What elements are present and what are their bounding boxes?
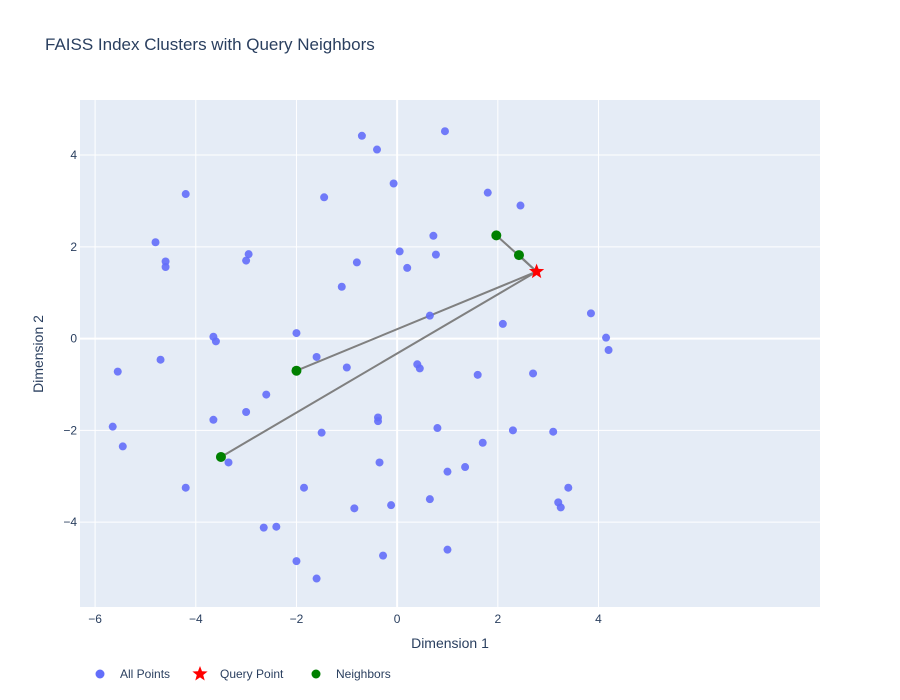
point-all [312,574,321,583]
legend-neighbors-label: Neighbors [336,667,391,681]
point-neighbor [215,451,226,462]
point-all [151,238,160,247]
point-all [387,501,396,510]
point-neighbor [491,230,502,241]
point-all [161,257,170,266]
point-all [440,127,449,136]
legend-all-points-label: All Points [120,667,170,681]
point-all [433,424,442,433]
x-tick-label: −6 [88,612,102,626]
tick-labels: −6 −4 −2 0 2 4 −4 −2 0 2 4 [63,148,602,626]
y-tick-label: −4 [63,515,77,529]
point-all [342,363,351,372]
y-tick-label: −2 [63,423,77,437]
point-all [375,458,384,467]
chart-title: FAISS Index Clusters with Query Neighbor… [45,35,375,54]
point-all [242,256,251,265]
point-all [300,483,309,492]
point-all [389,179,398,188]
point-all [602,333,611,342]
point-all [224,458,233,467]
data-points [108,127,613,583]
point-all [292,329,301,338]
x-tick-label: 0 [394,612,401,626]
plot-area [80,100,820,607]
point-all [317,428,326,437]
point-all [161,263,170,272]
point-all [357,131,366,140]
point-all [549,427,558,436]
point-neighbor [291,365,302,376]
point-all [415,364,424,373]
point-all [443,545,452,554]
point-all [604,346,613,355]
point-query [528,263,545,279]
x-tick-label: −4 [189,612,203,626]
point-all [564,483,573,492]
x-axis-title: Dimension 1 [411,635,489,651]
point-all [443,467,452,476]
point-all [320,193,329,202]
point-all [461,463,470,472]
x-tick-label: −2 [290,612,304,626]
point-all [242,408,251,416]
y-tick-label: 4 [70,148,77,162]
point-all [431,250,440,259]
point-all [473,370,482,379]
point-all [108,422,117,431]
point-all [556,503,565,512]
point-all [262,390,271,399]
point-all [259,523,268,532]
point-all [181,483,190,492]
point-all [498,319,507,328]
point-all [156,355,165,364]
point-all [529,369,538,378]
neighbor-line [220,270,538,458]
legend-neighbors-marker [311,669,321,679]
point-all [508,426,517,435]
point-all [312,352,321,361]
legend: All Points Query Point Neighbors [95,666,391,681]
point-all [379,551,388,560]
y-tick-label: 2 [70,240,77,254]
point-all [292,557,301,566]
point-all [373,145,382,154]
point-all [272,522,281,531]
neighbor-line [296,270,537,372]
point-all [586,309,595,318]
point-all [425,495,434,504]
legend-query-point-label: Query Point [220,667,284,681]
y-tick-label: 0 [70,332,77,346]
x-tick-label: 2 [494,612,501,626]
point-neighbor [513,250,524,261]
point-all [211,337,220,346]
x-tick-label: 4 [595,612,602,626]
point-all [352,258,361,267]
legend-all-points-marker [95,669,105,679]
point-all [337,282,346,291]
point-all [483,188,492,197]
point-all [374,417,383,426]
point-all [244,250,253,259]
point-all [350,504,359,513]
point-all [478,438,487,447]
point-all [113,367,122,376]
point-all [395,247,404,256]
point-all [403,263,412,272]
point-all [425,311,434,320]
y-axis-title: Dimension 2 [30,315,46,393]
point-all [429,231,438,240]
point-all [209,415,218,424]
point-all [181,190,190,199]
point-all [516,201,525,210]
legend-query-point-marker [192,666,208,681]
point-all [118,442,127,451]
